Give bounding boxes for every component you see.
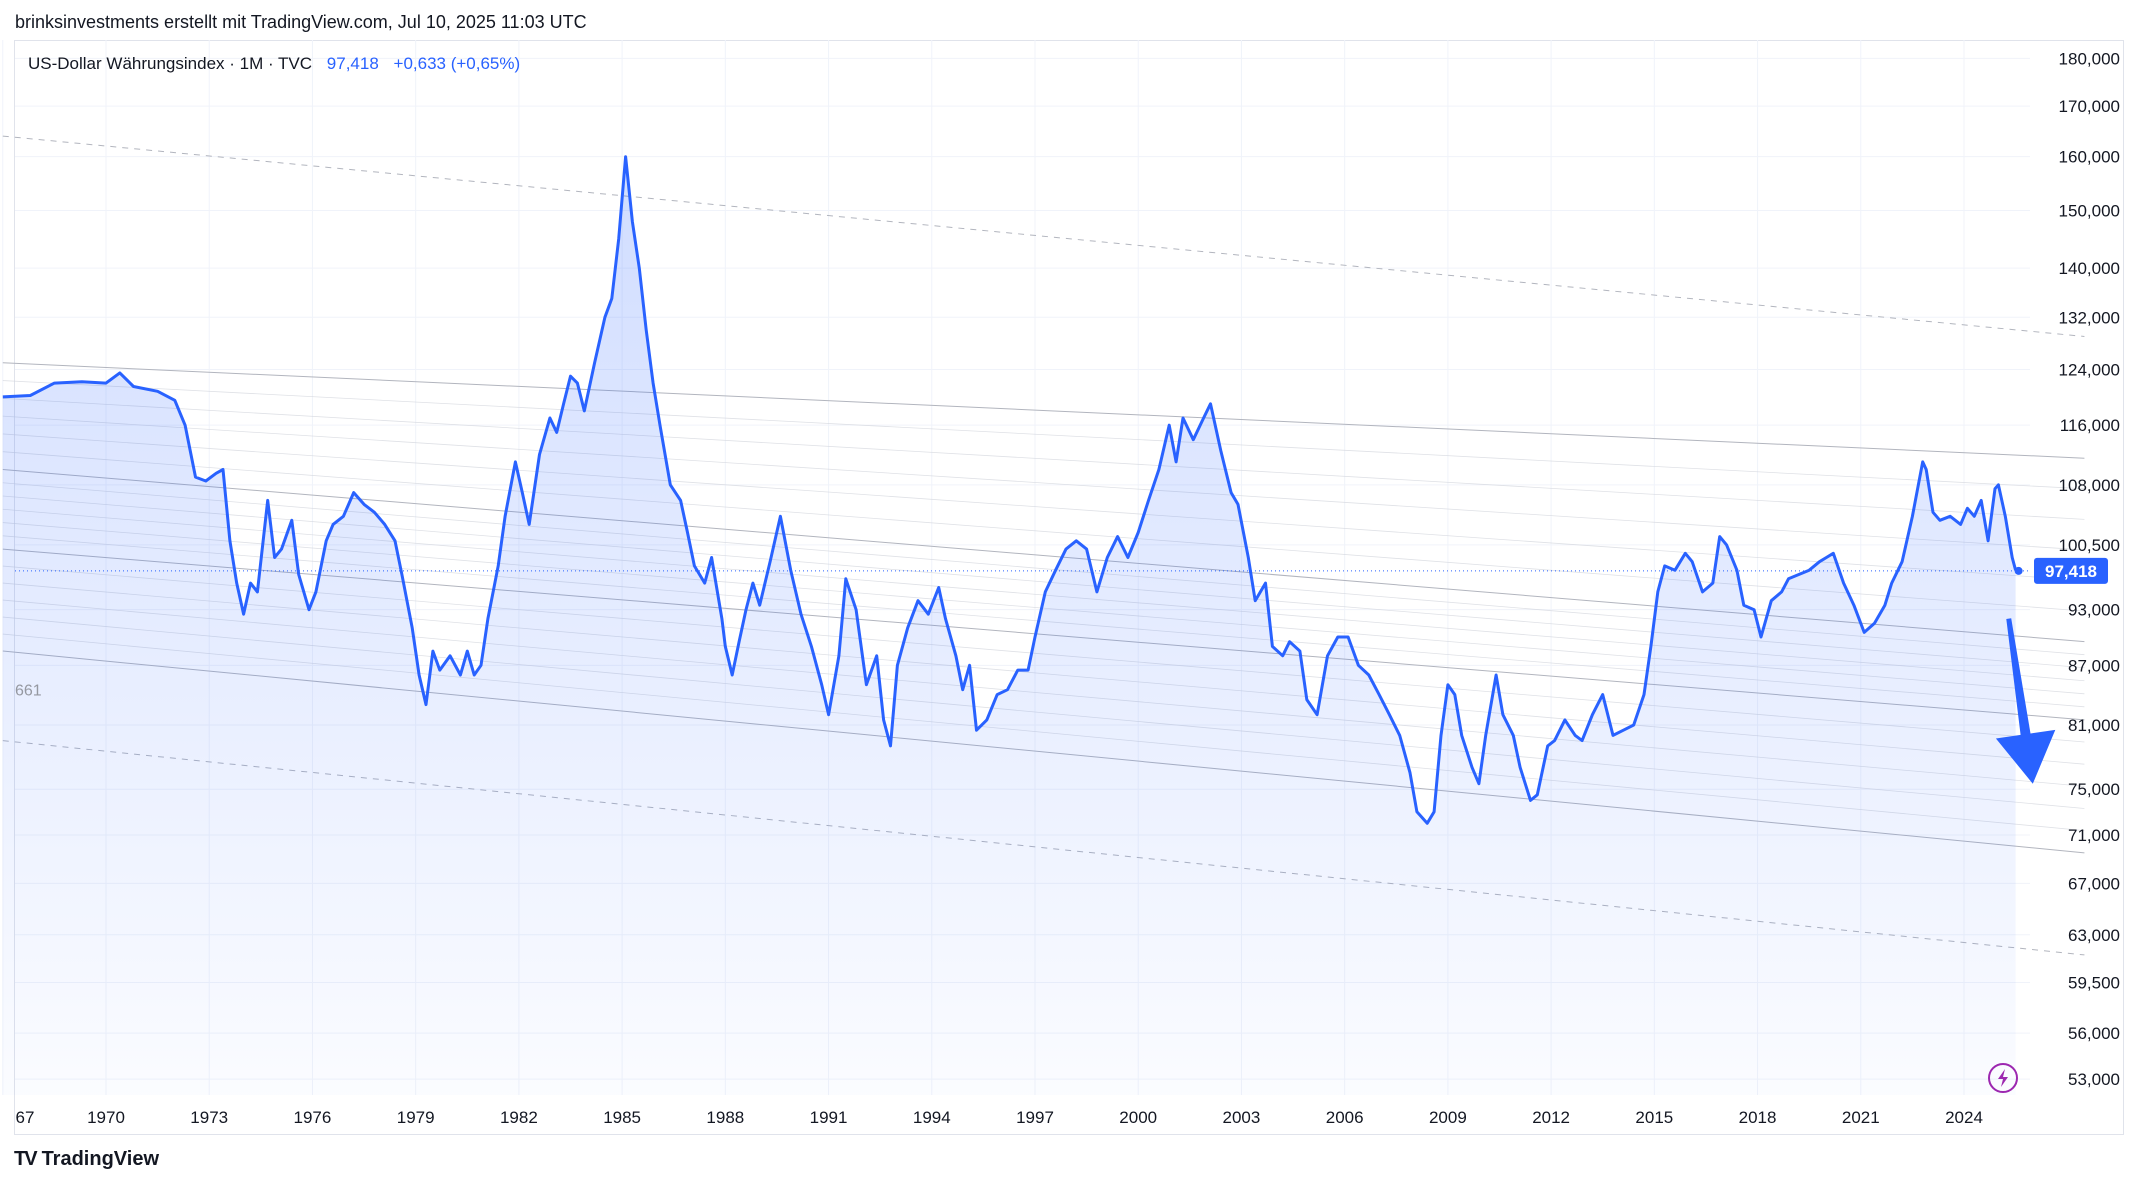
time-axis-label: 1982 [500,1108,538,1127]
legend-value: 97,418 [326,54,379,73]
time-axis-label: 2000 [1119,1108,1157,1127]
channel-fan-line [2,433,2085,581]
time-axis-label: 1976 [294,1108,332,1127]
time-axis-label: 2018 [1739,1108,1777,1127]
price-axis-label: 67,000 [2068,874,2120,893]
current-price-layer: 97,418 [15,557,2108,584]
price-axis-label: 56,000 [2068,1024,2120,1043]
channel-fan-line [2,415,2085,551]
chart-credit: brinksinvestments erstellt mit TradingVi… [15,12,587,32]
series-line-path [2,155,2018,825]
price-axis-label: 150,000 [2059,202,2120,221]
lightning-icon [1988,1063,2018,1093]
time-axis-label: 1988 [706,1108,744,1127]
time-axis-label: 2021 [1842,1108,1880,1127]
time-axis-label: 1997 [1016,1108,1054,1127]
tradingview-brand[interactable]: TV TradingView [14,1148,159,1171]
time-axis-label: 1973 [190,1108,228,1127]
price-axis-label: 53,000 [2068,1070,2120,1089]
series-area [2,156,2016,1095]
legend-symbol: US-Dollar Währungsindex · 1M · TVC [28,54,313,73]
price-axis-label: 100,500 [2059,536,2120,555]
time-axis-label: 1979 [397,1108,435,1127]
annotation-layer [1988,618,2056,1093]
price-axis-label: 116,000 [2060,416,2120,435]
time-axis-label: 1991 [810,1108,848,1127]
time-axis-label: 2015 [1635,1108,1673,1127]
axis-layer: 180,000 170,000 160,000 150,000 140,000 132,0… [15,49,2120,1127]
price-axis-label: 81,000 [2068,716,2120,735]
price-axis-label: 63,000 [2068,926,2120,945]
price-axis-label: 71,000 [2068,826,2120,845]
time-axis-label: 1994 [913,1108,951,1127]
channel-fan-line [2,380,2085,490]
time-axis-label: 2024 [1945,1108,1983,1127]
time-axis-label: 2009 [1429,1108,1467,1127]
channel-fan-line [2,397,2085,520]
price-axis-label: 75,000 [2068,780,2120,799]
price-axis-label: 132,000 [2059,308,2120,327]
time-axis-label: 1970 [87,1108,125,1127]
price-axis-label: 160,000 [2059,148,2120,167]
tradingview-logo-icon: TV [14,1148,38,1170]
price-axis-label: 170,000 [2059,97,2120,116]
channel-fan-line [2,451,2085,612]
price-axis-label: 124,000 [2059,360,2120,379]
price-axis-label: 93,000 [2068,601,2120,620]
brand-name: TradingView [41,1148,160,1170]
down-arrow-annotation [1995,618,2056,784]
legend-change: +0,633 (+0,65%) [393,54,521,73]
current-price-dot [2014,566,2023,575]
series-area-fill [2,156,2016,1095]
price-axis-label: 59,500 [2068,974,2120,993]
channel-dashed-line [2,135,2085,337]
time-axis-label: 2006 [1326,1108,1364,1127]
time-axis-label: 67 [16,1108,35,1127]
series-line [2,155,2018,825]
channel-line [2,362,2085,459]
price-axis-label: 180,000 [2059,49,2120,68]
chart-legend: US-Dollar Währungsindex · 1M · TVC 97,41… [28,54,520,74]
price-axis-label: 108,000 [2059,476,2120,495]
time-axis-label: 2012 [1532,1108,1570,1127]
price-axis-label: 140,000 [2059,259,2120,278]
current-price-tag-label: 97,418 [2045,562,2097,581]
current-price-tag [2034,557,2108,584]
time-axis-label: 2003 [1223,1108,1261,1127]
cut-axis-label: 661 [15,683,42,700]
time-axis-label: 1985 [603,1108,641,1127]
lightning-bolt [1998,1069,2008,1087]
price-axis-label: 87,000 [2068,656,2120,675]
